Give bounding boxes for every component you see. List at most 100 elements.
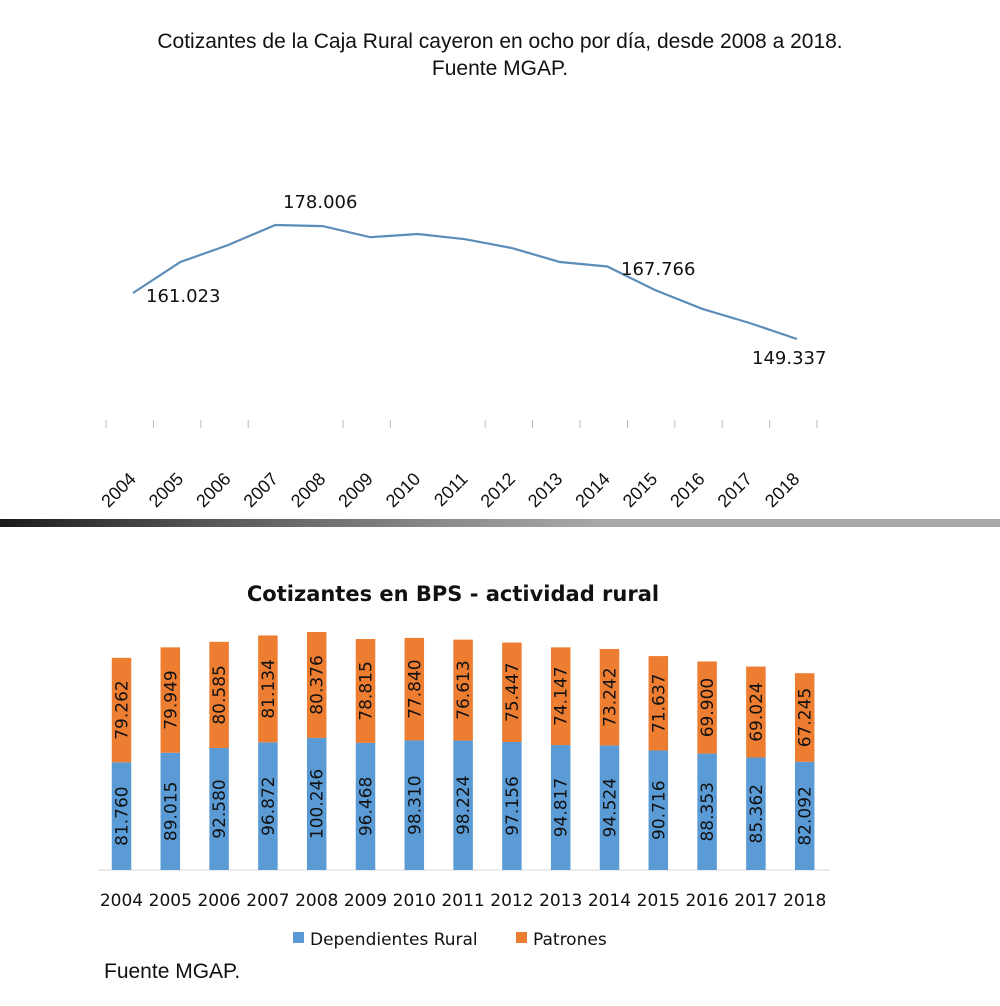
bar-group-2008: 100.246 80.376 (306, 632, 328, 870)
bar-group-2016: 88.353 69.900 (697, 661, 718, 870)
bar-patrones (404, 637, 425, 741)
bar-label-dependientes: 92.580 (210, 779, 230, 838)
bar-dependientes (306, 737, 327, 870)
bar-patrones (111, 657, 132, 763)
bar-group-2005: 89.015 79.949 (160, 647, 181, 870)
x-category-label: 2004 (100, 891, 143, 911)
footer-source: Fuente MGAP. (104, 960, 241, 983)
legend-label-patrones: Patrones (533, 930, 607, 950)
bar-label-dependientes: 88.353 (698, 782, 718, 841)
x-category-label: 2005 (149, 891, 192, 911)
bar-group-2010: 98.310 77.840 (404, 637, 425, 870)
x-category-label: 2008 (295, 891, 338, 911)
bar-patrones (697, 661, 717, 754)
bar-label-patrones: 81.134 (259, 659, 279, 718)
bar-label-patrones: 75.447 (503, 663, 523, 722)
bar-patrones (453, 639, 473, 741)
bar-label-patrones: 73.242 (601, 667, 621, 726)
bar-label-patrones: 80.376 (308, 655, 328, 714)
data-label-2008: 178.006 (283, 192, 357, 213)
bar-dependientes (258, 742, 278, 870)
x-category-label: 2011 (441, 891, 484, 911)
line-chart-title-block: Cotizantes de la Caja Rural cayeron en o… (0, 28, 1000, 82)
bar-label-patrones: 77.840 (405, 659, 425, 718)
bar-group-2007: 96.872 81.134 (258, 635, 279, 870)
line-series-cotizantes (132, 223, 798, 341)
x-category-label: 2012 (490, 891, 533, 911)
bar-label-dependientes: 94.524 (601, 778, 621, 837)
bar-dependientes (746, 757, 766, 870)
data-label-2004: 161.023 (146, 286, 220, 307)
bar-group-2014: 94.524 73.242 (599, 648, 621, 870)
bar-patrones (599, 648, 620, 746)
bar-label-dependientes: 96.468 (357, 777, 377, 836)
bar-label-dependientes: 94.817 (552, 778, 572, 837)
bar-label-patrones: 80.585 (210, 665, 230, 724)
bar-label-patrones: 69.900 (698, 678, 718, 737)
bar-patrones (550, 647, 571, 746)
bar-label-dependientes: 90.716 (649, 780, 669, 839)
bar-label-patrones: 71.637 (649, 674, 669, 733)
line-chart-subtitle: Fuente MGAP. (431, 57, 569, 80)
bar-group-2017: 85.362 69.024 (746, 666, 767, 870)
bar-group-2015: 90.716 71.637 (648, 656, 669, 870)
bar-patrones (746, 666, 766, 758)
bar-group-2012: 97.156 75.447 (502, 642, 523, 870)
legend-swatch-dependientes (293, 932, 304, 943)
bar-dependientes (648, 750, 669, 870)
bar-label-dependientes: 82.092 (796, 786, 816, 845)
bar-dependientes (355, 742, 376, 870)
bar-chart-title: Cotizantes en BPS - actividad rural (247, 582, 659, 606)
bar-patrones (355, 639, 376, 743)
bar-label-dependientes: 96.872 (259, 776, 279, 835)
section-divider (0, 519, 1000, 527)
x-category-label: 2013 (539, 891, 582, 911)
legend-label-dependientes: Dependientes Rural (310, 930, 478, 950)
bar-label-dependientes: 81.760 (113, 786, 133, 845)
bar-label-dependientes: 97.156 (503, 776, 523, 835)
bar-label-dependientes: 85.362 (747, 784, 767, 843)
x-category-label: 2018 (783, 891, 826, 911)
bar-group-2013: 94.817 74.147 (550, 647, 572, 870)
bar-group-2018: 82.092 67.245 (794, 673, 816, 870)
bar-dependientes (550, 745, 571, 870)
bar-dependientes (209, 748, 229, 870)
x-category-label: 2009 (344, 891, 387, 911)
x-category-label: 2017 (734, 891, 777, 911)
bar-group-2009: 96.468 78.815 (355, 639, 377, 870)
bar-group-2006: 92.580 80.585 (209, 641, 230, 870)
bar-patrones (648, 656, 669, 751)
bar-group-2004: 81.760 79.262 (111, 657, 133, 870)
bar-label-patrones: 78.815 (357, 661, 377, 720)
x-category-label: 2016 (685, 891, 728, 911)
line-chart-title: Cotizantes de la Caja Rural cayeron en o… (157, 30, 843, 53)
bar-patrones (502, 642, 522, 742)
bar-patrones (306, 632, 327, 738)
line-chart: 2004 2005 2006 2007 2008 2009 2010 2011 2012 2013… (97, 192, 826, 511)
bar-dependientes (697, 753, 717, 870)
x-category-label: 2015 (637, 891, 680, 911)
bar-dependientes (111, 762, 132, 870)
bar-label-patrones: 76.613 (454, 660, 474, 719)
bar-label-patrones: 74.147 (552, 666, 572, 725)
legend: Dependientes Rural Patrones (293, 930, 607, 950)
bar-dependientes (599, 745, 620, 870)
bar-dependientes (794, 761, 815, 870)
bar-label-patrones: 67.245 (796, 688, 816, 747)
x-category-label: 2006 (197, 891, 240, 911)
x-category-label: 2010 (393, 891, 436, 911)
bar-label-dependientes: 100.246 (308, 769, 328, 839)
bar-dependientes (160, 752, 181, 870)
data-label-2014: 167.766 (621, 259, 695, 280)
x-category-label: 2007 (246, 891, 289, 911)
bar-label-dependientes: 98.310 (405, 775, 425, 834)
bar-dependientes (404, 740, 425, 870)
bar-label-patrones: 79.262 (113, 680, 133, 739)
legend-swatch-patrones (516, 932, 527, 943)
bar-patrones (209, 641, 229, 749)
bar-patrones (160, 647, 181, 753)
bar-label-patrones: 69.024 (747, 682, 767, 741)
bar-dependientes (502, 741, 522, 870)
bar-label-patrones: 79.949 (161, 670, 181, 729)
